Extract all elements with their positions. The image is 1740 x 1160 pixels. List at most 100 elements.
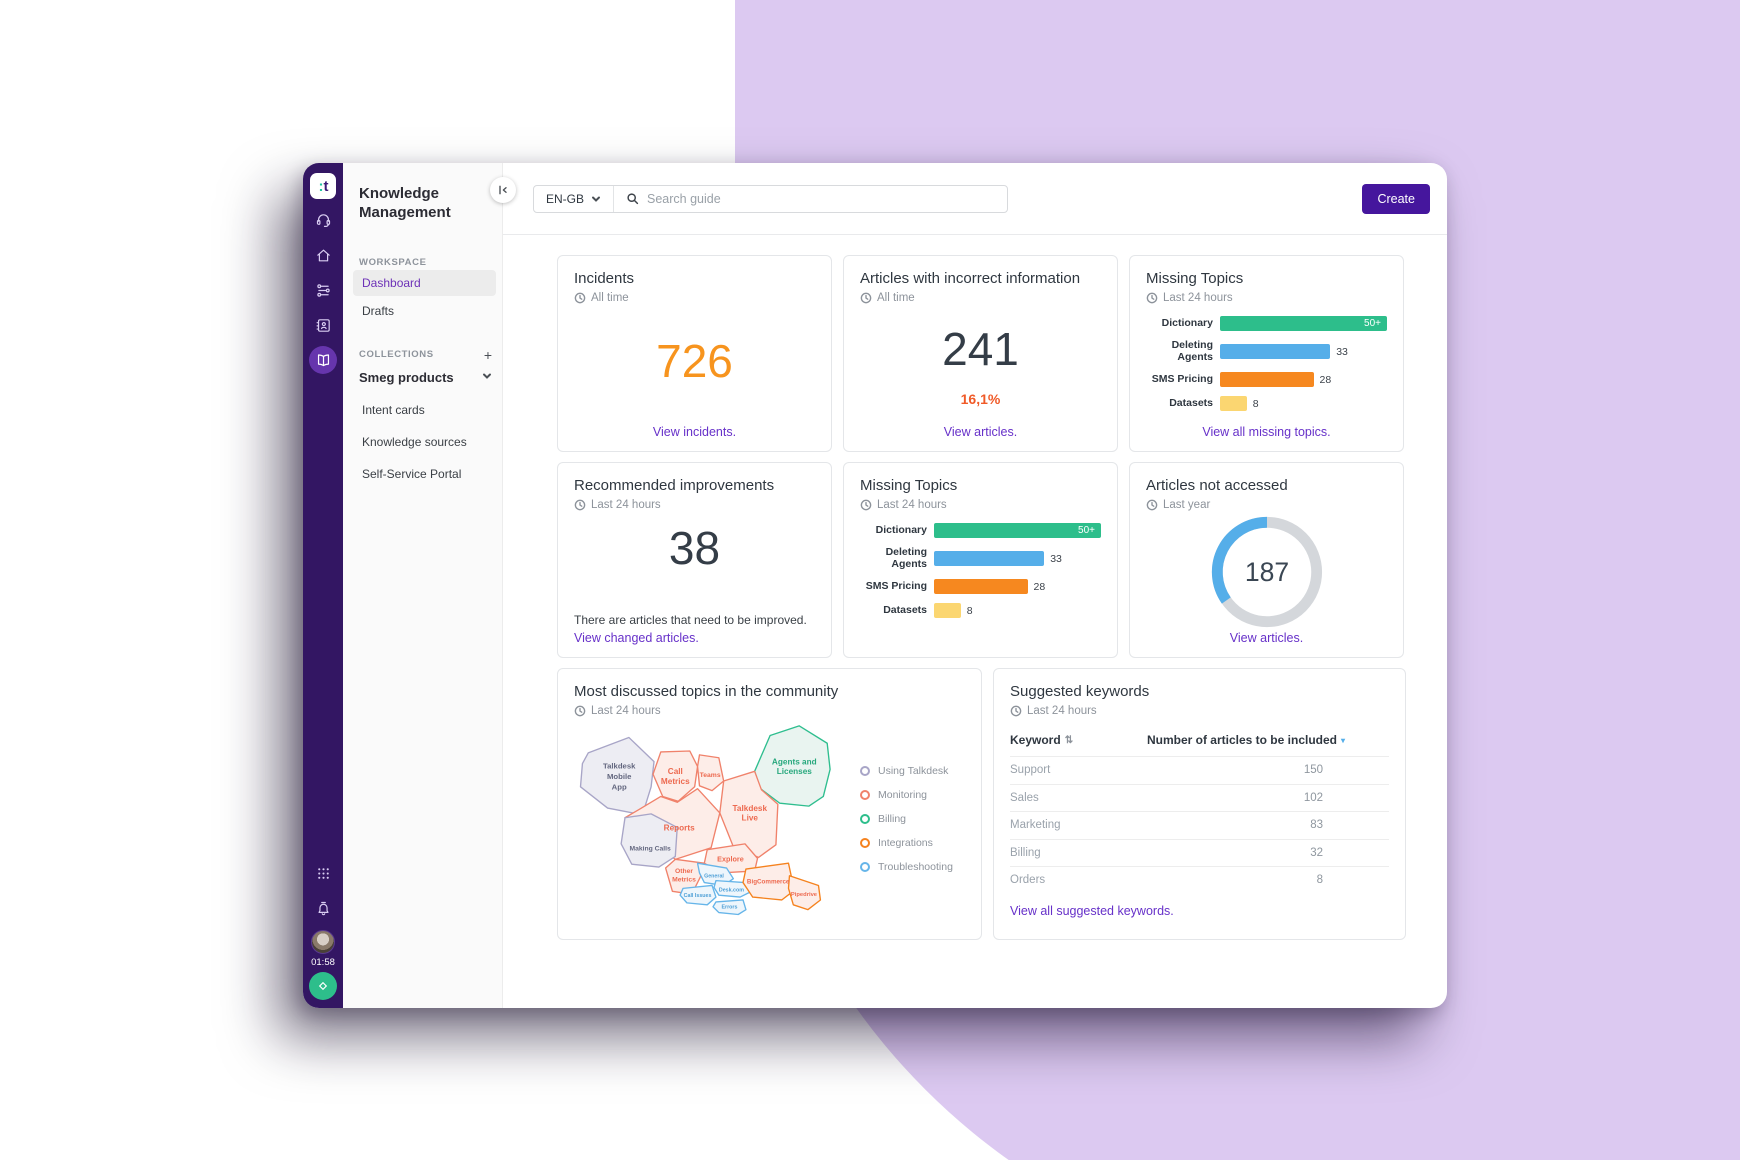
- bar-row-deleting-agents: Deleting Agents 33: [1171, 339, 1348, 363]
- knowledge-base-icon[interactable]: [309, 346, 337, 374]
- workflow-icon[interactable]: [309, 276, 337, 304]
- cell-call-issues[interactable]: [679, 884, 717, 906]
- legend-dot: [860, 790, 870, 800]
- cell-bigcommerce[interactable]: [742, 862, 795, 901]
- count-column-header[interactable]: Number of articles to be included ▾: [1146, 733, 1345, 747]
- bar-sms-pricing: [1220, 372, 1314, 388]
- create-button[interactable]: Create: [1362, 183, 1430, 214]
- keyword-column-header[interactable]: Keyword ⇅: [1010, 733, 1074, 747]
- bar-chart: Dictionary 50+ Deleting Agents 33 SMS Pr…: [860, 523, 1101, 619]
- period-label: Last 24 hours: [877, 499, 947, 511]
- view-all-suggested-keywords-link[interactable]: View all suggested keywords.: [1010, 903, 1174, 918]
- bar-datasets: [1220, 396, 1247, 412]
- user-avatar[interactable]: [311, 930, 335, 954]
- sidebar-item-knowledge-sources[interactable]: Knowledge sources: [362, 434, 467, 449]
- cell-talkdesk-mobile-app[interactable]: [579, 736, 655, 816]
- donut-chart: 187: [1146, 513, 1387, 631]
- chevron-down-icon: [592, 196, 601, 202]
- period-label: Last 24 hours: [1163, 292, 1233, 304]
- cell-call-metrics[interactable]: [652, 750, 699, 802]
- language-selector[interactable]: EN-GB: [534, 185, 615, 212]
- cell-making-calls[interactable]: [620, 813, 678, 868]
- clock-icon: [574, 705, 586, 717]
- apps-grid-icon[interactable]: [309, 859, 337, 887]
- clock-icon: [574, 292, 586, 304]
- cell-pipedrive[interactable]: [787, 875, 822, 911]
- collapse-sidebar-button[interactable]: [490, 177, 516, 203]
- clock-icon: [1146, 292, 1158, 304]
- community-topics-card: Most discussed topics in the community L…: [557, 668, 982, 940]
- legend-monitoring: Monitoring: [860, 789, 965, 801]
- not-accessed-count: 187: [1244, 557, 1288, 587]
- card-title: Missing Topics: [860, 477, 958, 494]
- sidebar-item-drafts[interactable]: Drafts: [362, 303, 395, 318]
- legend-troubleshooting: Troubleshooting: [860, 861, 965, 873]
- incorrect-articles-card: Articles with incorrect information All …: [843, 255, 1118, 452]
- collapse-icon: [499, 185, 507, 195]
- period-label: All time: [591, 292, 629, 304]
- card-title: Articles not accessed: [1146, 477, 1288, 494]
- search-input[interactable]: [647, 191, 995, 206]
- view-changed-articles-link[interactable]: View changed articles.: [574, 631, 699, 645]
- card-title: Suggested keywords: [1010, 683, 1150, 700]
- sidebar-item-intent-cards[interactable]: Intent cards: [362, 402, 425, 417]
- sidebar-item-dashboard[interactable]: Dashboard: [353, 269, 496, 296]
- collections-section-label: COLLECTIONS: [359, 349, 434, 360]
- contacts-icon[interactable]: [309, 311, 337, 339]
- bar-row-datasets: Datasets 8: [883, 603, 973, 619]
- legend-integrations: Integrations: [860, 837, 965, 849]
- recommended-note: There are articles that need to be impro…: [574, 613, 807, 627]
- legend-dot: [860, 814, 870, 824]
- card-title: Articles with incorrect information: [860, 270, 1081, 287]
- sidebar-item-self-service-portal[interactable]: Self-Service Portal: [362, 466, 462, 481]
- notifications-bell-icon[interactable]: [309, 894, 337, 922]
- bar-row-sms-pricing: SMS Pricing 28: [1151, 372, 1332, 388]
- view-all-missing-topics-link[interactable]: View all missing topics.: [1202, 425, 1331, 439]
- legend-dot: [860, 862, 870, 872]
- bar-deleting-agents: [934, 551, 1045, 567]
- card-title: Missing Topics: [1146, 270, 1244, 287]
- bar-chart: Dictionary 50+ Deleting Agents 33 SMS Pr…: [1146, 316, 1387, 412]
- search-icon: [627, 193, 639, 205]
- keyword-row-billing[interactable]: Billing 32: [1010, 838, 1389, 867]
- keyword-row-support[interactable]: Support 150: [1010, 756, 1389, 784]
- bar-dictionary: 50+: [1220, 316, 1387, 331]
- collection-group-smeg-products[interactable]: Smeg products: [359, 369, 454, 385]
- talkdesk-logo[interactable]: :t: [310, 173, 336, 199]
- suggested-keywords-card: Suggested keywords Last 24 hours Keyword…: [993, 668, 1406, 940]
- view-articles-link[interactable]: View articles.: [1229, 631, 1304, 645]
- presence-status-icon[interactable]: [309, 972, 337, 1000]
- search-group: EN-GB: [533, 184, 1008, 213]
- add-collection-icon[interactable]: +: [483, 346, 492, 363]
- incidents-count: 726: [656, 335, 733, 387]
- legend-using-talkdesk: Using Talkdesk: [860, 765, 965, 777]
- left-nav: Knowledge Management WORKSPACE Dashboard…: [343, 163, 503, 1008]
- card-title: Incidents: [574, 270, 635, 287]
- chevron-down-icon[interactable]: [482, 371, 492, 381]
- bar-dictionary: 50+: [934, 523, 1101, 538]
- keyword-row-marketing[interactable]: Marketing 83: [1010, 811, 1389, 839]
- home-icon[interactable]: [309, 241, 337, 269]
- card-title: Most discussed topics in the community: [574, 683, 839, 700]
- bar-deleting-agents: [1220, 344, 1331, 360]
- module-title: Knowledge Management: [359, 185, 451, 221]
- recommended-improvements-card: Recommended improvements Last 24 hours 3…: [557, 462, 832, 658]
- view-articles-link[interactable]: View articles.: [943, 425, 1018, 439]
- dashboard-content: Incidents All time 726 View incidents. A…: [503, 235, 1447, 950]
- incidents-card: Incidents All time 726 View incidents.: [557, 255, 832, 452]
- view-incidents-link[interactable]: View incidents.: [652, 425, 737, 439]
- cell-talkdesk-live[interactable]: [719, 770, 779, 859]
- card-title: Recommended improvements: [574, 477, 775, 494]
- recommended-count: 38: [668, 522, 721, 574]
- sort-icon: ⇅: [1064, 734, 1074, 746]
- keyword-row-orders[interactable]: Orders 8: [1010, 866, 1389, 894]
- articles-not-accessed-card: Articles not accessed Last year 187: [1129, 462, 1404, 658]
- cell-errors[interactable]: [712, 899, 747, 916]
- bar-row-deleting-agents: Deleting Agents 33: [885, 546, 1062, 570]
- cell-agents-and-licenses[interactable]: [753, 725, 831, 807]
- agent-headset-icon[interactable]: [309, 206, 337, 234]
- sort-desc-icon: ▾: [1340, 735, 1345, 745]
- keyword-row-sales[interactable]: Sales 102: [1010, 783, 1389, 812]
- cell-teams[interactable]: [696, 754, 725, 792]
- bar-row-datasets: Datasets 8: [1169, 396, 1259, 412]
